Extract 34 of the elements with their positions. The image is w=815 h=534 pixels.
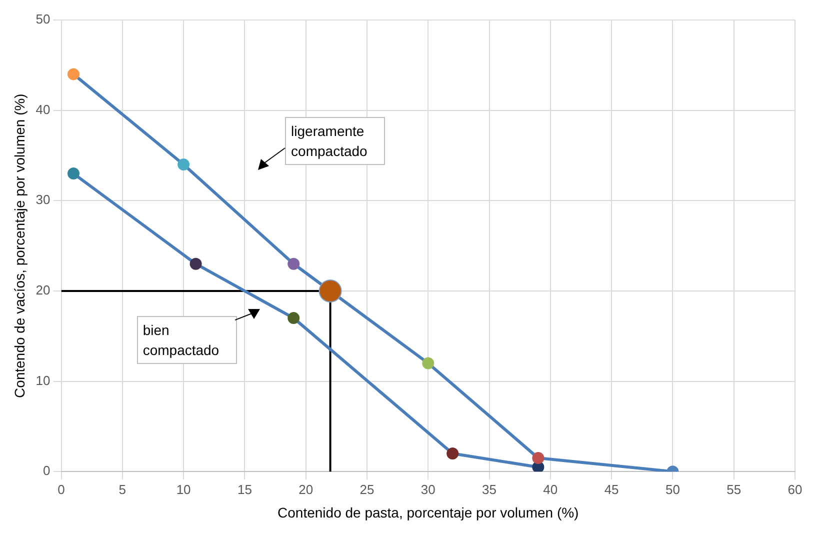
x-tick-label: 35 xyxy=(482,482,497,497)
y-axis-title: Contendo de vacíos, porcentaje por volumen (%) xyxy=(11,94,28,398)
x-tick-label: 50 xyxy=(665,482,680,497)
x-tick-label: 0 xyxy=(58,482,65,497)
point xyxy=(67,168,80,180)
x-axis-title: Contenido de pasta, porcentaje por volumen (%) xyxy=(278,504,579,520)
point xyxy=(67,68,80,80)
point xyxy=(190,258,202,270)
x-tick-label: 5 xyxy=(118,482,126,497)
point xyxy=(178,158,190,171)
point xyxy=(532,461,544,472)
x-tick-label: 20 xyxy=(298,482,314,497)
x-tick-label: 45 xyxy=(604,482,619,497)
point xyxy=(318,279,342,302)
x-tick-label: 60 xyxy=(788,482,802,497)
y-tick-label: 40 xyxy=(36,102,50,117)
y-tick-label: 30 xyxy=(36,192,50,208)
y-tick-label: 50 xyxy=(36,12,50,27)
x-tick-label: 15 xyxy=(237,482,252,497)
point xyxy=(288,258,300,270)
point xyxy=(532,452,544,464)
annotation: bien compactado xyxy=(136,316,237,364)
x-tick-label: 55 xyxy=(726,482,742,497)
point xyxy=(446,448,459,460)
point xyxy=(422,357,434,370)
annotation: ligeramente compactado xyxy=(285,117,386,166)
x-tick-label: 30 xyxy=(420,482,436,497)
y-tick-label: 10 xyxy=(36,372,50,388)
y-tick-label: 0 xyxy=(43,463,50,478)
y-tick-label: 20 xyxy=(36,282,50,298)
x-tick-label: 25 xyxy=(360,482,374,497)
x-tick-label: 10 xyxy=(176,482,191,497)
point xyxy=(288,312,300,324)
x-tick-label: 40 xyxy=(543,482,558,497)
